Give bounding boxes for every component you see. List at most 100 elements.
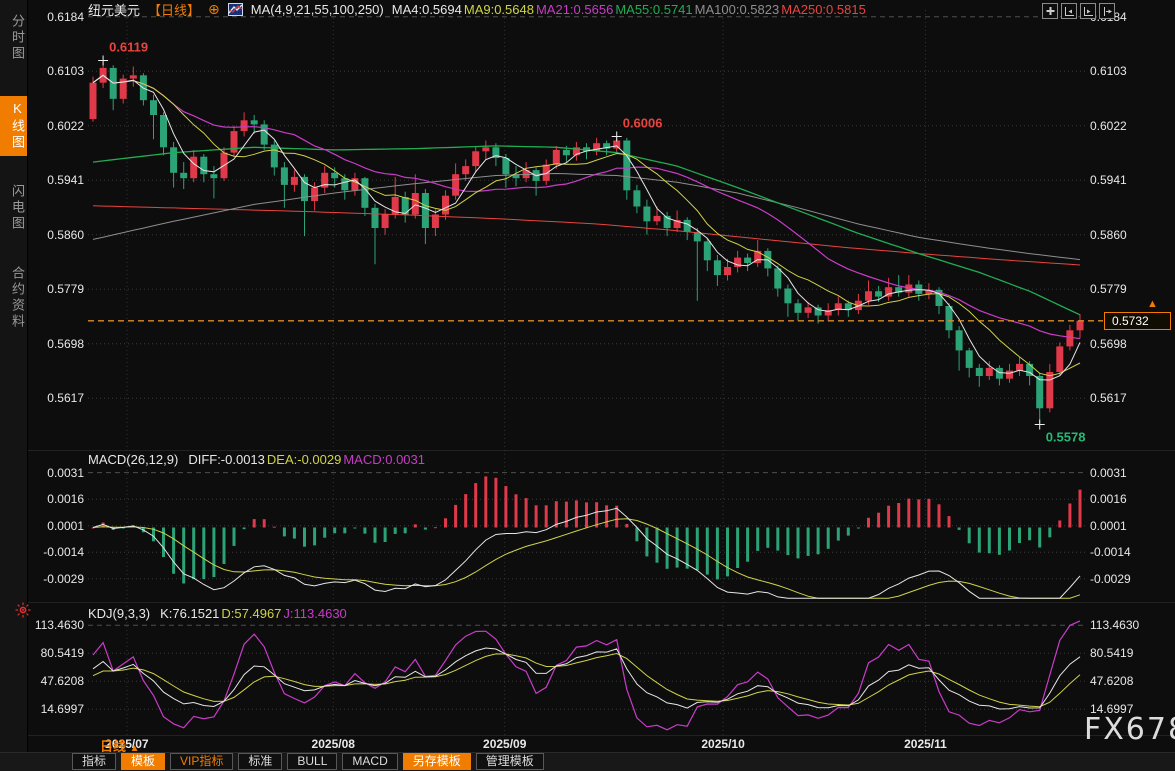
add-indicator-icon[interactable]: ⊕	[208, 1, 220, 17]
time-axis-label: 2025/10	[701, 737, 745, 751]
chart-toolbar-icons	[1042, 3, 1115, 19]
toolbar-tab[interactable]: MACD	[342, 753, 398, 770]
legend-value: MA55:0.5741	[615, 2, 693, 17]
price-axis-label: 0.5860	[1090, 227, 1127, 242]
chart-header: 纽元美元 【日线】 ⊕ MA(4,9,21,55,100,250) MA4:0.…	[88, 1, 868, 18]
macd-axis-label: -0.0014	[43, 545, 84, 560]
kdj-axis-label: 80.5419	[1090, 646, 1134, 661]
price-axis-label: 0.5860	[47, 227, 84, 242]
time-axis-label: 2025/11	[904, 737, 947, 751]
legend-value: DEA:-0.0029	[266, 452, 342, 467]
svg-text:0.6119: 0.6119	[109, 40, 148, 55]
macd-axis-label: 0.0001	[1090, 518, 1127, 533]
kdj-legend: K:76.1521 D:57.4967 J:113.4630	[160, 606, 349, 621]
legend-value: MA9:0.5648	[463, 2, 534, 17]
macd-axis-label: -0.0029	[43, 571, 84, 586]
macd-axis-label: 0.0016	[47, 492, 84, 507]
symbol-name: 纽元美元	[88, 3, 141, 18]
toolbar-tab[interactable]: VIP指标	[170, 753, 234, 770]
price-axis-label: 0.5617	[1090, 391, 1127, 406]
price-axis-label: 0.6103	[47, 64, 84, 79]
price-axis-label: 0.5941	[1090, 173, 1127, 188]
time-axis-label: 2025/08	[311, 737, 355, 751]
period-selector[interactable]: 日线 ▲	[100, 736, 140, 755]
alert-sun-icon[interactable]	[15, 602, 31, 618]
toolbar-tab[interactable]: BULL	[287, 753, 338, 770]
fx678-watermark: FX678	[1084, 712, 1175, 747]
price-up-arrow-icon: ▲	[1147, 297, 1158, 310]
macd-layer	[91, 476, 1082, 599]
macd-title: MACD(26,12,9)	[88, 452, 179, 467]
chart-type-icon[interactable]	[227, 3, 243, 16]
kdj-axis-label: 113.4630	[1090, 618, 1140, 633]
legend-value: MA21:0.5656	[535, 2, 614, 17]
kdj-axis-label: 80.5419	[40, 646, 84, 661]
ma-legend: MA4:0.5694 MA9:0.5648 MA21:0.5656 MA55:0.57…	[392, 2, 868, 17]
legend-value: DIFF:-0.0013	[188, 452, 265, 467]
macd-header: MACD(26,12,9) DIFF:-0.0013 DEA:-0.0029 MAC…	[88, 452, 427, 467]
ma-lines-layer	[92, 74, 1081, 381]
price-axis-label: 0.5698	[47, 336, 84, 351]
macd-axis-label: -0.0014	[1090, 545, 1131, 560]
macd-axis-label: -0.0029	[1090, 571, 1131, 586]
toolbar-tab[interactable]: 指标	[72, 753, 117, 770]
legend-value: D:57.4967	[221, 606, 282, 621]
toolbar-tab[interactable]: 另存模板	[402, 753, 471, 770]
price-axis-label: 0.6022	[1090, 118, 1127, 133]
legend-value: MA4:0.5694	[391, 2, 462, 17]
sidebar-item-tab[interactable]: 合约资料	[10, 266, 25, 330]
pan-tool-icon[interactable]	[1042, 3, 1058, 19]
price-axis-label: 0.5779	[47, 282, 84, 297]
time-axis-label: 2025/09	[483, 737, 527, 751]
current-price-tag: 0.5732	[1104, 311, 1171, 330]
kdj-axis-label: 14.6997	[40, 702, 84, 717]
macd-legend: DIFF:-0.0013 DEA:-0.0029 MACD:0.0031	[188, 452, 427, 467]
sidebar-item-tab[interactable]: 闪电图	[10, 184, 25, 232]
period-selector-label: 日线	[100, 739, 127, 754]
legend-value: MACD:0.0031	[343, 452, 425, 467]
period-selector-arrow-icon: ▲	[129, 743, 140, 754]
svg-text:0.5578: 0.5578	[1046, 430, 1086, 445]
macd-axis-label: 0.0031	[1090, 465, 1127, 480]
svg-text:0.6006: 0.6006	[623, 116, 663, 131]
sidebar-item-tab[interactable]: 分时图	[10, 14, 25, 62]
kdj-axis-label: 113.4630	[34, 618, 84, 633]
price-axis-label: 0.6022	[47, 118, 84, 133]
price-axis-label: 0.6184	[47, 9, 84, 24]
ma-params-label: MA(4,9,21,55,100,250)	[250, 2, 384, 17]
legend-value: MA250:0.5815	[781, 2, 866, 17]
toolbar-tab[interactable]: 管理模板	[475, 753, 544, 770]
legend-value: K:76.1521	[160, 606, 220, 621]
kdj-layer	[92, 620, 1081, 731]
kdj-axis-label: 47.6208	[1090, 674, 1134, 689]
candles-layer	[89, 60, 1084, 425]
toolbar-tab[interactable]: 模板	[121, 753, 166, 770]
legend-value: J:113.4630	[283, 606, 347, 621]
period-tag[interactable]: 【日线】	[148, 3, 201, 18]
price-axis-label: 0.5941	[47, 173, 84, 188]
expand-right-icon[interactable]	[1099, 3, 1115, 19]
price-axis-label: 0.5698	[1090, 336, 1127, 351]
kdj-axis-label: 47.6208	[40, 674, 84, 689]
compress-right-icon[interactable]	[1080, 3, 1096, 19]
legend-value: MA100:0.5823	[694, 2, 780, 17]
sidebar-item-active-tab[interactable]: K线图	[0, 96, 27, 156]
grid-layer	[88, 10, 1085, 737]
toolbar-tab[interactable]: 标准	[238, 753, 283, 770]
annotations-layer: 0.6119 0.6006 0.5578	[98, 40, 1085, 445]
kdj-header: KDJ(9,3,3) K:76.1521 D:57.4967 J:113.4630	[88, 606, 349, 621]
kdj-title: KDJ(9,3,3)	[88, 606, 151, 621]
left-nav-sidebar: 分时图 K线图闪电图合约资料	[0, 0, 28, 771]
price-axis-label: 0.6103	[1090, 64, 1127, 79]
macd-axis-label: 0.0016	[1090, 492, 1127, 507]
price-axis-label: 0.5617	[47, 391, 84, 406]
template-tabs-row: 指标 模板 VIP指标 标准 BULL MACD 另存模板 管理模板	[72, 753, 544, 770]
macd-axis-label: 0.0031	[47, 465, 84, 480]
compress-left-icon[interactable]	[1061, 3, 1077, 19]
macd-axis-label: 0.0001	[47, 518, 84, 533]
kdj-axis-label: 14.6997	[1090, 702, 1134, 717]
time-axis-label: 2025/07	[105, 737, 149, 751]
price-axis-label: 0.5779	[1090, 282, 1127, 297]
